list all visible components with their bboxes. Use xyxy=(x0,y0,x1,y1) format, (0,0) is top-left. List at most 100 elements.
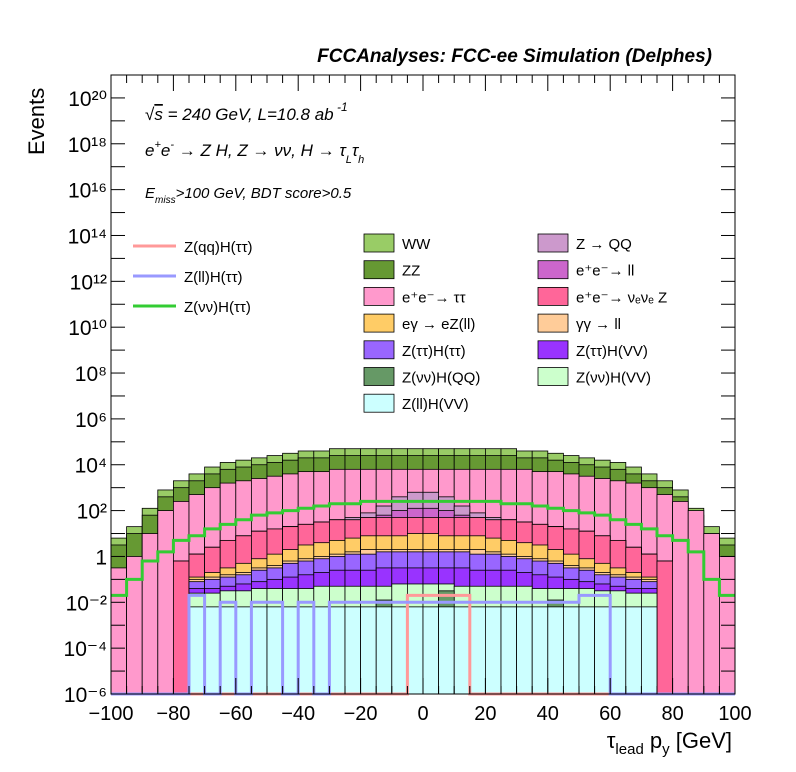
y-tick-label: 10²⁰ xyxy=(68,88,107,111)
legend-swatch-e-e-ll xyxy=(537,260,569,280)
legend-label-ll: γγ → ll xyxy=(576,316,621,333)
bar-z-ll-h-vv-30 xyxy=(578,606,596,695)
x-tick-label: −20 xyxy=(344,703,378,725)
legend: Z(qq)H(ττ) Z(ll)H(ττ) Z(νν)H(ττ) WW ZZ e⁺e⁻→ … xyxy=(133,233,667,413)
legend-swatch-z-h-vv xyxy=(537,340,569,360)
y-tick-label: 10⁸ xyxy=(75,363,107,386)
bar-e-e-38 xyxy=(703,533,720,695)
bar-z-ll-h-vv-29 xyxy=(563,606,580,695)
x-tick-label: 40 xyxy=(537,703,559,725)
bar-z-ll-h-vv-31 xyxy=(594,606,611,695)
x-tick-label: 20 xyxy=(474,703,496,725)
y-tick-label: 10¹² xyxy=(70,271,107,294)
bar-e-e-1 xyxy=(126,556,143,695)
legend-swatch-e-e-e-e-z xyxy=(537,286,569,306)
legend-swatch-z-h-vv xyxy=(537,367,569,386)
legend-label-z-h: Z(ττ)H(ττ) xyxy=(402,343,466,360)
bar-e-e-37 xyxy=(687,510,705,695)
legend-swatch-z-ll-h-vv xyxy=(363,393,395,413)
x-tick-label: −40 xyxy=(281,703,315,725)
bar-e-e-0 xyxy=(110,567,127,695)
chart-title: FCCAnalyses: FCC-ee Simulation (Delphes) xyxy=(317,46,712,67)
annotation-cuts: Emiss>100 GeV, BDT score>0.5 xyxy=(145,185,352,206)
x-tick-label: 0 xyxy=(417,703,428,725)
x-axis-ticks: −100 −80 −60 −40 −20 0 20 40 60 80 100 xyxy=(88,75,752,725)
x-tick-label: 60 xyxy=(599,703,621,725)
y-tick-label: 10⁴ xyxy=(75,455,107,478)
legend-label-e-e-ll: e⁺e⁻→ ll xyxy=(576,263,634,280)
legend-label-z-h-qq: Z(νν)H(QQ) xyxy=(402,370,480,387)
bar-z-ll-h-vv-32 xyxy=(609,606,627,695)
bar-e-e-2 xyxy=(141,533,159,695)
bar-z-ll-h-vv-34 xyxy=(641,606,658,695)
bar-z-ll-h-vv-25 xyxy=(500,606,518,695)
bar-z-ll-h-vv-19 xyxy=(406,606,424,695)
x-tick-label: −100 xyxy=(88,703,133,725)
annotation-energy-lumi: √s = 240 GeV, L=10.8 ab -1 xyxy=(145,100,348,124)
legend-label-z-h: Z(νν)H(ττ) xyxy=(184,299,251,316)
annotations: √s = 240 GeV, L=10.8 ab -1 e+e- → Z H, Z… xyxy=(145,100,364,206)
y-tick-label: 1 xyxy=(95,546,107,569)
y-tick-label: 10⁻⁶ xyxy=(64,684,107,707)
bar-z-ll-h-vv-10 xyxy=(266,606,284,695)
bar-z-ll-h-vv-5 xyxy=(188,606,205,695)
y-tick-label: 10¹⁰ xyxy=(68,317,107,340)
bar-z-ll-h-vv-16 xyxy=(360,606,377,695)
x-tick-label: −60 xyxy=(219,703,253,725)
plot-area: −100 −80 −60 −40 −20 0 20 40 60 80 100 10⁻⁶ 10⁻⁴ 10⁻… xyxy=(64,74,752,725)
bar-z-ll-h-vv-6 xyxy=(204,606,221,695)
bar-z-ll-h-vv-12 xyxy=(297,606,315,695)
legend-label-e-e: e⁺e⁻→ ττ xyxy=(402,289,466,306)
bar-z-ll-h-vv-7 xyxy=(219,606,237,695)
bar-z-ll-h-vv-9 xyxy=(250,606,268,695)
bar-z-ll-h-vv-26 xyxy=(516,606,533,695)
bar-z-ll-h-vv-23 xyxy=(469,606,486,695)
bar-z-ll-h-vv-22 xyxy=(453,606,471,695)
y-axis-label: Events xyxy=(24,88,49,155)
y-axis-ticks: 10⁻⁶ 10⁻⁴ 10⁻² 1 10² 10⁴ 10⁶ 10⁸ 10¹⁰ 10¹² 10¹⁴ 10¹… xyxy=(64,74,735,707)
line-z-h xyxy=(111,499,735,597)
y-tick-label: 10¹⁸ xyxy=(68,134,107,157)
legend-swatch-z-qq xyxy=(537,233,569,253)
x-axis-label: τlead py [GeV] xyxy=(607,728,732,758)
legend-label-e-e-e-e-z: e⁺e⁻→ νₑνₑ Z xyxy=(576,289,667,306)
legend-label-z-ll-h-vv: Z(ll)H(VV) xyxy=(402,396,469,413)
legend-swatch-z-h xyxy=(363,340,395,360)
x-tick-label: −80 xyxy=(156,703,190,725)
y-tick-label: 10¹⁶ xyxy=(68,180,107,203)
bar-e-e-e-e-z-35 xyxy=(656,560,674,695)
y-tick-label: 10⁻⁴ xyxy=(64,638,107,661)
legend-label-zz: ZZ xyxy=(402,263,420,280)
bar-z-ll-h-vv-14 xyxy=(328,606,346,695)
bar-e-e-3 xyxy=(157,510,174,695)
legend-swatch-zz xyxy=(363,260,395,280)
x-tick-label: 80 xyxy=(661,703,683,725)
bar-z-ll-h-vv-18 xyxy=(391,606,408,695)
x-tick-label: 100 xyxy=(718,703,751,725)
y-tick-label: 10¹⁴ xyxy=(68,225,107,248)
y-tick-label: 10⁻² xyxy=(66,592,107,615)
series-z-ll-h-vv xyxy=(188,606,658,695)
y-tick-label: 10² xyxy=(77,501,107,524)
legend-swatch-e-e xyxy=(363,286,395,306)
legend-swatch-ll xyxy=(537,313,569,333)
bar-z-ll-h-vv-33 xyxy=(625,606,642,695)
legend-label-z-qq-h: Z(qq)H(ττ) xyxy=(184,239,253,256)
bar-z-ll-h-vv-8 xyxy=(235,606,252,695)
bar-z-ll-h-vv-13 xyxy=(313,606,330,695)
bar-z-ll-h-vv-28 xyxy=(547,606,564,695)
legend-swatch-z-h-qq xyxy=(363,367,395,386)
legend-label-z-qq: Z → QQ xyxy=(576,236,632,253)
bar-z-ll-h-vv-17 xyxy=(375,606,393,695)
bar-z-ll-h-vv-20 xyxy=(422,606,440,695)
bar-z-ll-h-vv-11 xyxy=(282,606,299,695)
annotation-process: e+e- → Z H, Z → νν, H → τLτh xyxy=(145,139,364,166)
bar-z-ll-h-vv-21 xyxy=(438,606,455,695)
legend-label-ww: WW xyxy=(402,236,431,253)
bar-e-e-e-e-z-4 xyxy=(172,560,190,695)
bar-z-ll-h-vv-24 xyxy=(484,606,502,695)
legend-label-z-h-vv: Z(ττ)H(VV) xyxy=(576,343,648,360)
legend-swatch-e-ez-ll xyxy=(363,313,395,333)
legend-swatch-ww xyxy=(363,233,395,253)
